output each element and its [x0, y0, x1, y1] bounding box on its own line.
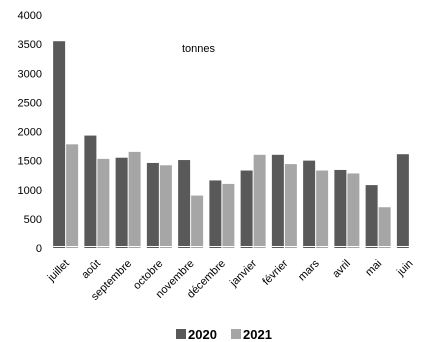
x-category-label: juin [394, 258, 415, 279]
x-category-label: avril [330, 258, 353, 281]
bar-2020-novembre [178, 160, 191, 248]
bar-2020-décembre [209, 180, 222, 248]
y-tick-label: 1500 [18, 156, 42, 168]
bar-2020-septembre [115, 157, 128, 248]
bar-2020-février [271, 154, 284, 248]
x-category-label: mai [363, 258, 384, 279]
bar-2021-février [284, 164, 297, 248]
legend-swatch-2021 [231, 329, 241, 339]
unit-annotation: tonnes [182, 43, 216, 55]
bar-2020-octobre [146, 162, 159, 248]
bar-2021-avril [347, 173, 360, 248]
bar-2020-mars [303, 160, 316, 248]
y-tick-label: 3500 [18, 39, 42, 51]
bar-2021-décembre [222, 183, 235, 248]
x-category-label: mars [296, 257, 322, 283]
legend-label-2020: 2020 [188, 327, 217, 342]
legend-swatch-2020 [176, 329, 186, 339]
y-tick-label: 2000 [18, 127, 42, 139]
y-tick-label: 0 [36, 243, 42, 255]
bar-2020-mai [365, 185, 378, 248]
bar-2020-août [84, 135, 97, 248]
x-category-label: juillet [45, 258, 72, 285]
y-tick-label: 2500 [18, 97, 42, 109]
y-tick-label: 500 [24, 214, 42, 226]
bar-2021-mars [316, 170, 329, 248]
bar-2021-octobre [159, 165, 172, 248]
bar-2020-juillet [53, 41, 66, 249]
bar-2021-janvier [253, 154, 266, 248]
bar-2021-septembre [128, 151, 141, 248]
y-axis: 0 500 1000 1500 2000 2500 3000 3500 4000 [18, 10, 42, 255]
y-tick-label: 4000 [18, 10, 42, 22]
legend-label-2021: 2021 [243, 327, 272, 342]
bars [53, 41, 422, 249]
x-category-label: août [79, 258, 103, 282]
bar-2021-juillet [66, 144, 79, 248]
x-category-label: janvier [227, 257, 259, 289]
x-category-label: février [260, 257, 290, 287]
bar-2021-août [97, 158, 110, 248]
bar-2020-juin [396, 154, 409, 248]
bar-2020-janvier [240, 170, 253, 248]
bar-2021-novembre [191, 195, 204, 248]
y-tick-label: 3000 [18, 68, 42, 80]
bar-2020-avril [334, 169, 347, 248]
legend: 2020 2021 [176, 327, 272, 342]
y-tick-label: 1000 [18, 185, 42, 197]
x-axis-labels: juillet aoûtseptembreoctobrenovembredécem… [45, 257, 416, 303]
bar-2021-mai [378, 207, 391, 248]
